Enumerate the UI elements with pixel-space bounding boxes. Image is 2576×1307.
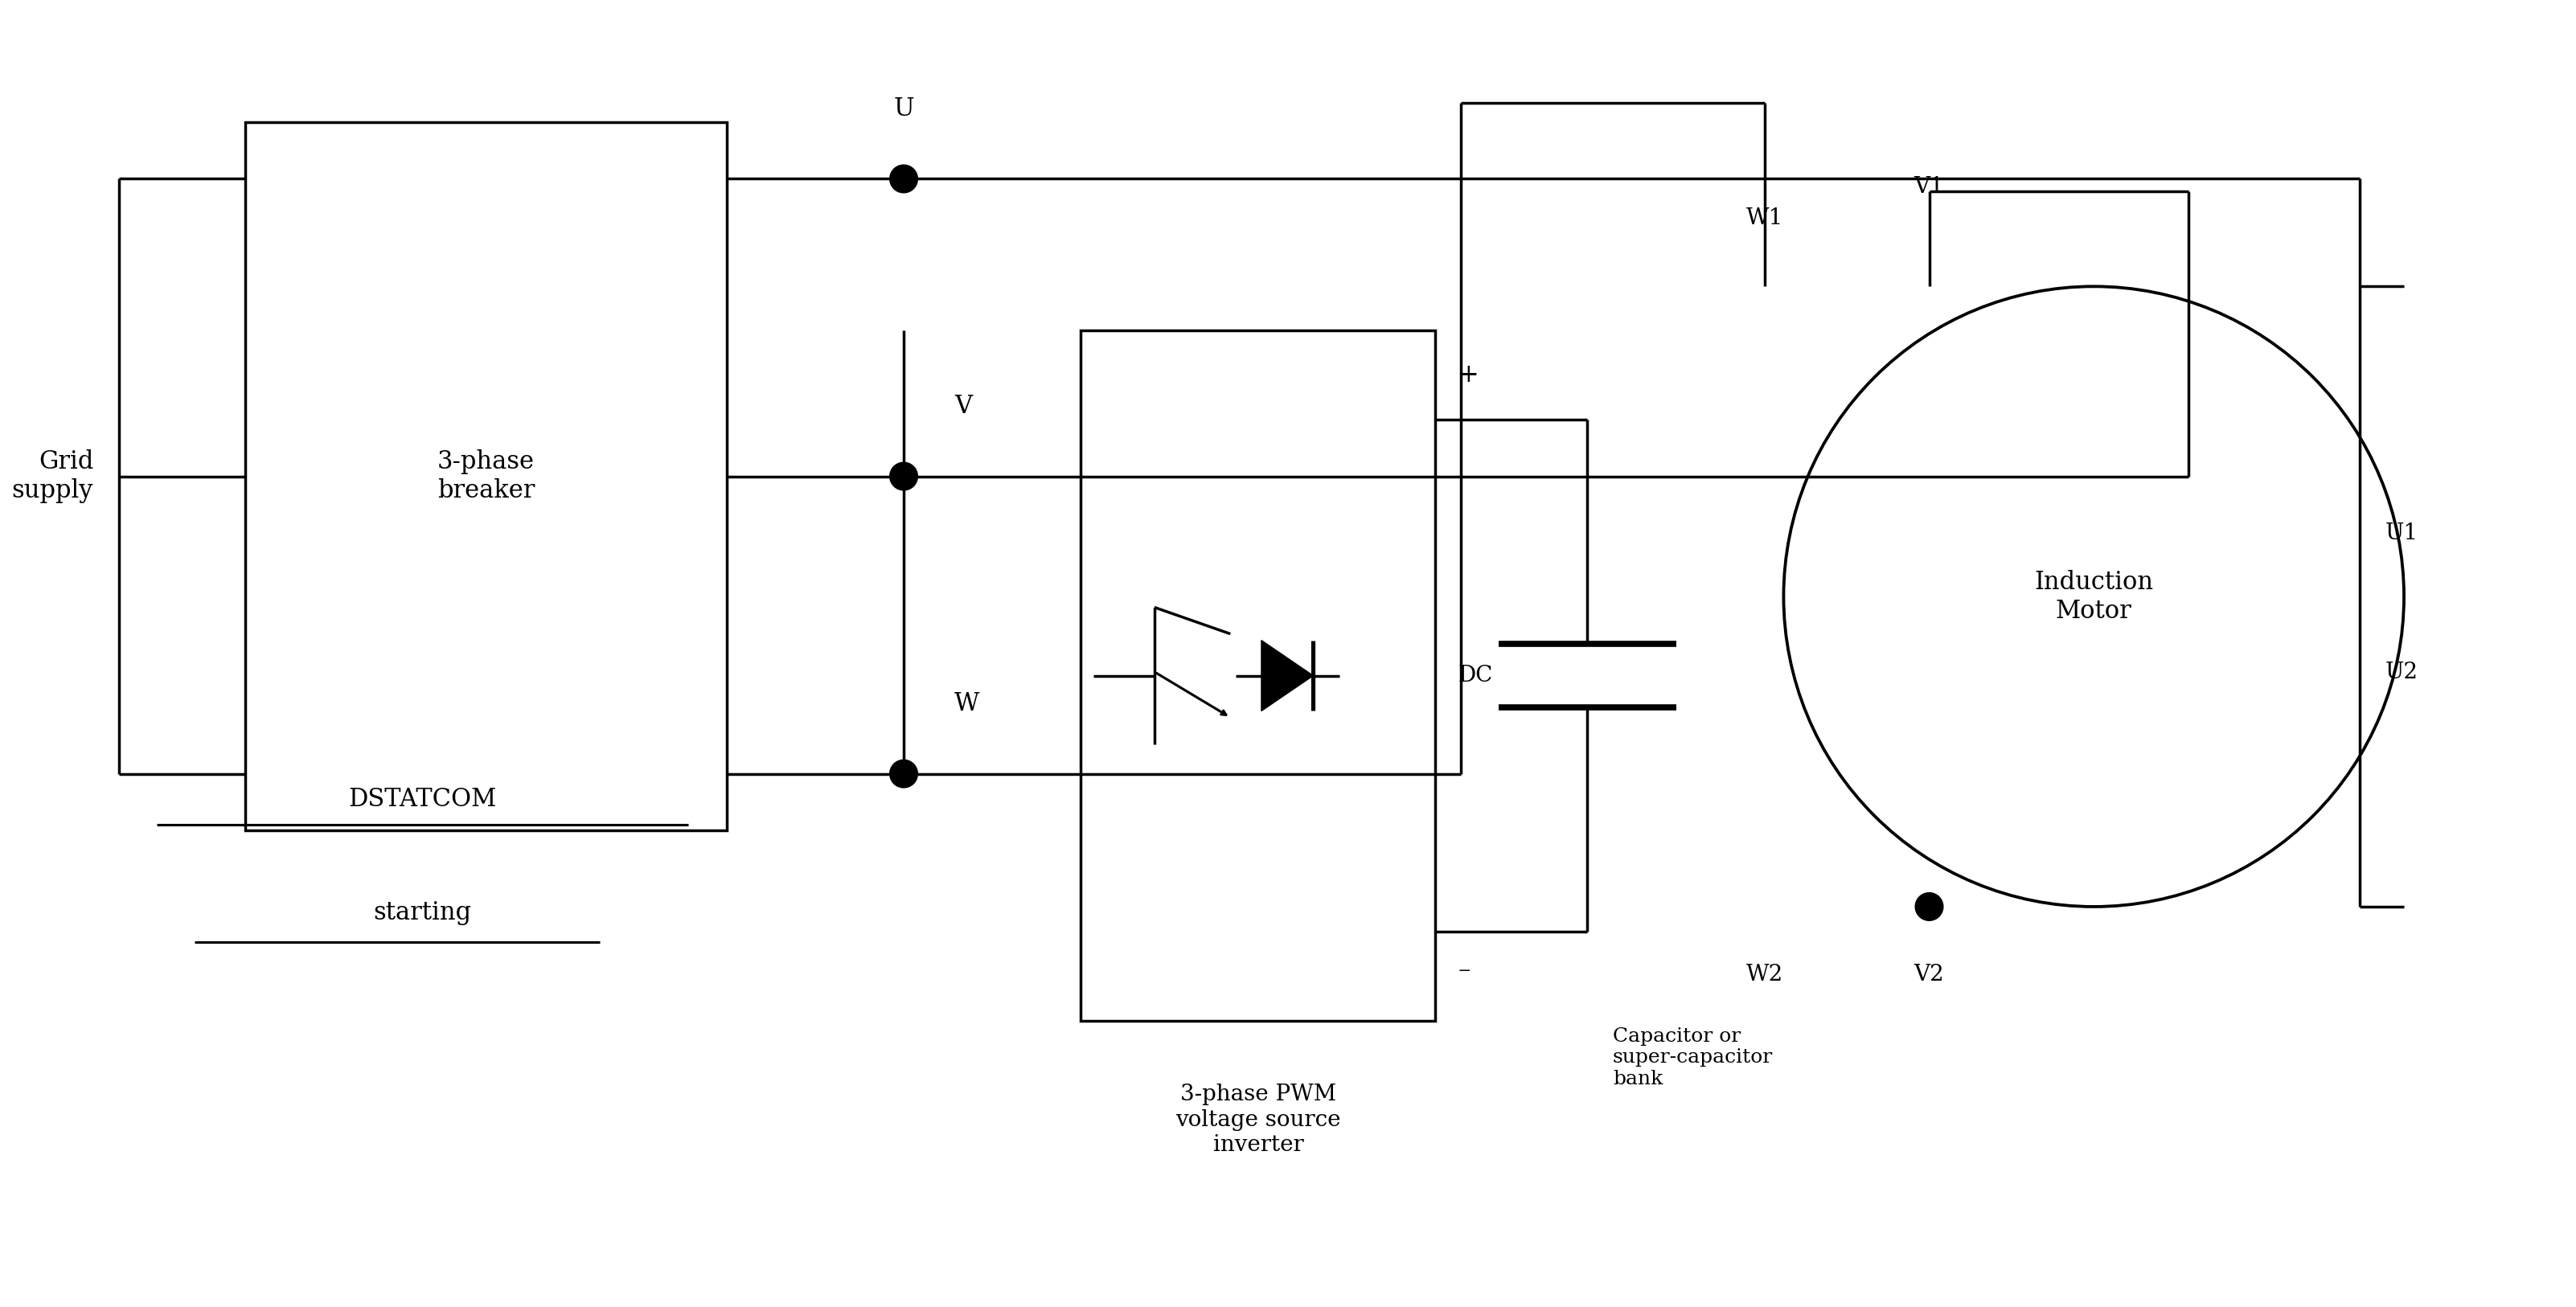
Polygon shape: [1262, 640, 1314, 711]
Text: V1: V1: [1914, 176, 1945, 197]
Text: W1: W1: [1747, 208, 1783, 230]
Circle shape: [889, 463, 917, 490]
Text: Capacitor or
super-capacitor
bank: Capacitor or super-capacitor bank: [1613, 1027, 1772, 1089]
Text: W2: W2: [1747, 963, 1783, 985]
Text: Grid
supply: Grid supply: [13, 450, 93, 503]
Text: –: –: [1458, 957, 1471, 982]
Text: starting: starting: [374, 901, 471, 925]
FancyBboxPatch shape: [245, 122, 726, 831]
Text: V: V: [953, 395, 971, 420]
Text: U1: U1: [2385, 523, 2419, 544]
Circle shape: [1917, 893, 1942, 920]
Text: V2: V2: [1914, 963, 1945, 985]
Text: W: W: [953, 691, 979, 716]
Text: DC: DC: [1458, 665, 1494, 686]
Text: 3-phase PWM
voltage source
inverter: 3-phase PWM voltage source inverter: [1175, 1084, 1340, 1155]
FancyBboxPatch shape: [1082, 331, 1435, 1021]
Text: U2: U2: [2385, 661, 2419, 684]
Circle shape: [889, 759, 917, 788]
Text: Induction
Motor: Induction Motor: [2035, 570, 2154, 623]
Circle shape: [889, 165, 917, 192]
Text: 3-phase
breaker: 3-phase breaker: [438, 450, 536, 503]
Text: U: U: [894, 97, 914, 122]
Text: DSTATCOM: DSTATCOM: [348, 787, 497, 812]
Text: +: +: [1458, 363, 1479, 388]
